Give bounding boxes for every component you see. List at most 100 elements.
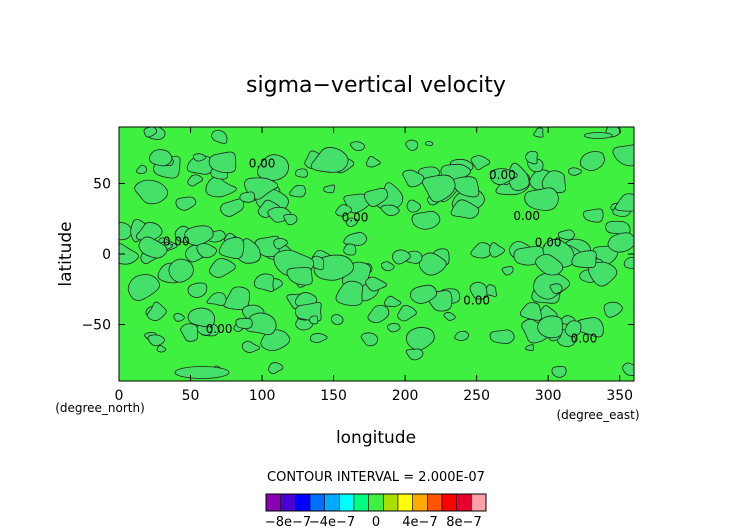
contour-region [147, 334, 165, 347]
contour-region [206, 292, 227, 306]
x-tick-label: 200 [392, 388, 419, 404]
contour-region [313, 254, 354, 281]
contour-region [134, 179, 168, 205]
contour-label: 0.00 [163, 234, 190, 248]
contour-region [135, 222, 163, 242]
contour-region [612, 144, 634, 167]
contour-region [451, 176, 480, 198]
contour-region [489, 168, 518, 186]
contour-region [241, 340, 261, 353]
contour-region [209, 258, 236, 278]
contour-label: 0.00 [249, 157, 276, 171]
contour-region [294, 168, 308, 178]
contour-region [588, 261, 618, 287]
contour-region [196, 243, 217, 259]
contour-region [175, 196, 197, 211]
colorbar-label: 4e−7 [402, 515, 437, 530]
x-unit-label: (degree_east) [556, 408, 639, 422]
contour-labels: 0.00 0.00 0.00 0.00 0.00 0.00 0.00 0.00 0.00 [163, 157, 597, 346]
contour-region [405, 327, 435, 351]
contour-region [541, 170, 566, 194]
contour-region [187, 174, 204, 187]
contour-region [418, 252, 447, 276]
y-axis: −50 0 50 [81, 176, 634, 334]
contour-region [603, 301, 623, 318]
colorbar-cell [339, 493, 355, 512]
contour-region [363, 187, 388, 207]
contour-region [501, 266, 514, 276]
contour-region [525, 150, 538, 165]
colorbar-cell [383, 493, 399, 512]
contour-region [343, 243, 357, 256]
colorbar-cell [412, 493, 428, 512]
contour-region [184, 225, 214, 246]
contour-region [607, 232, 634, 253]
contour-region [525, 344, 534, 352]
contour-region [367, 305, 390, 324]
contour-region [622, 362, 634, 376]
x-axis: 0 50 100 150 200 250 300 350 [115, 127, 633, 404]
plot-area: 0.00 0.00 0.00 0.00 0.00 0.00 0.00 0.00 0.00 [118, 126, 635, 382]
contour-region [119, 222, 133, 241]
contour-region [119, 243, 139, 265]
contour-region [343, 232, 368, 246]
contour-region [489, 329, 515, 344]
contour-label: 0.00 [206, 322, 233, 336]
contour-region [583, 132, 613, 139]
colorbar-cell [295, 493, 311, 512]
contour-region [308, 315, 319, 325]
contour-region [519, 302, 543, 321]
contour-region [551, 366, 567, 378]
contour-region [391, 249, 411, 265]
colorbar-cell [471, 493, 487, 512]
contour-region [330, 313, 344, 325]
contour-region [360, 332, 378, 347]
contour-region [397, 304, 417, 322]
contour-region [365, 156, 381, 168]
contour-region [286, 266, 313, 286]
contour-region [289, 184, 306, 198]
contour-region [535, 253, 564, 276]
contour-region [173, 312, 185, 322]
contour-region [405, 348, 424, 361]
contour-region [135, 164, 147, 175]
colorbar-cell [280, 493, 296, 512]
colorbar-cell [397, 493, 413, 512]
contour-region [349, 141, 366, 152]
contour-region [283, 213, 298, 226]
contour-region [424, 140, 434, 147]
contour-region [310, 147, 349, 173]
contour-region [410, 284, 437, 304]
contour-label: 0.00 [535, 236, 562, 250]
colorbar-label: 8e−7 [446, 515, 481, 530]
contour-region [605, 220, 631, 236]
x-axis-label: longitude [336, 428, 416, 448]
contour-region [235, 318, 253, 329]
contour-region [557, 229, 575, 241]
contour-region [211, 129, 228, 144]
contour-region [422, 174, 456, 203]
contour-region [405, 139, 419, 151]
contour-region [345, 217, 359, 227]
colorbar-cell [368, 493, 384, 512]
contour-region [623, 256, 634, 269]
y-axis-label: latitude [56, 221, 76, 286]
colorbar-label: −4e−7 [309, 515, 355, 530]
contour-region [239, 191, 256, 203]
contour-region [564, 320, 582, 337]
contour-region [384, 295, 402, 308]
contour-region [218, 237, 245, 260]
contour-region [168, 258, 194, 283]
contour-region [450, 199, 480, 219]
contour-regions [119, 127, 634, 379]
colorbar-cell [309, 493, 325, 512]
y-tick-label: 50 [93, 176, 111, 192]
x-tick-label: 50 [182, 388, 200, 404]
x-tick-label: 350 [606, 388, 633, 404]
x-tick-label: 0 [115, 388, 124, 404]
x-tick-label: 150 [320, 388, 347, 404]
contour-label: 0.00 [463, 294, 490, 308]
contour-label: 0.00 [489, 168, 516, 182]
contour-region [568, 167, 583, 176]
